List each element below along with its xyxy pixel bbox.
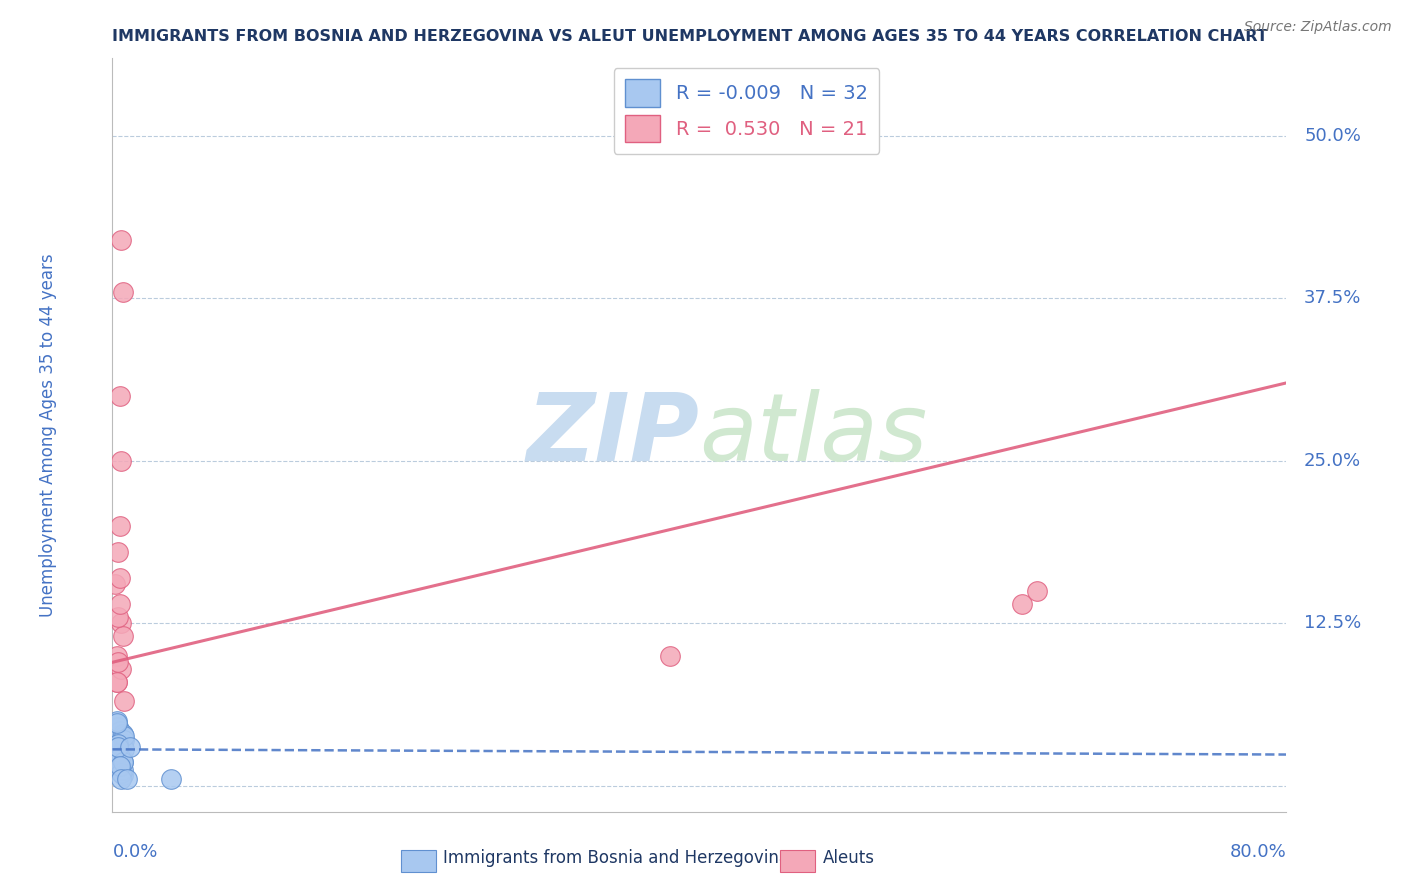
Point xyxy=(105,674,128,689)
Legend: R = -0.009   N = 32, R =  0.530   N = 21: R = -0.009 N = 32, R = 0.530 N = 21 xyxy=(613,68,879,153)
Point xyxy=(111,768,134,782)
Point xyxy=(105,737,128,751)
Point xyxy=(110,662,132,676)
Text: 80.0%: 80.0% xyxy=(1230,843,1286,861)
Point xyxy=(108,597,131,611)
Point xyxy=(107,609,129,624)
Point xyxy=(108,733,131,747)
Point xyxy=(1026,583,1049,598)
Point xyxy=(659,648,682,663)
Text: Aleuts: Aleuts xyxy=(823,849,875,867)
Point xyxy=(110,759,132,773)
Point xyxy=(110,233,132,247)
Point xyxy=(107,737,129,751)
Point xyxy=(111,629,134,643)
Point xyxy=(108,759,131,773)
Point xyxy=(107,545,129,559)
Point xyxy=(111,727,134,741)
Point xyxy=(112,694,135,708)
Text: 25.0%: 25.0% xyxy=(1305,452,1361,470)
Text: 0.0%: 0.0% xyxy=(112,843,157,861)
Text: 50.0%: 50.0% xyxy=(1305,127,1361,145)
Point xyxy=(107,720,129,734)
Point xyxy=(112,730,135,744)
Point xyxy=(111,285,134,299)
Point xyxy=(111,756,134,770)
Text: 12.5%: 12.5% xyxy=(1305,615,1361,632)
Point xyxy=(112,742,135,756)
Point xyxy=(105,648,128,663)
Point xyxy=(160,772,183,787)
Point xyxy=(110,616,132,631)
Point xyxy=(104,577,127,591)
Point xyxy=(108,739,131,754)
Point xyxy=(105,674,128,689)
Point xyxy=(111,763,134,777)
Point xyxy=(107,739,129,754)
Point xyxy=(112,733,135,747)
Point xyxy=(105,714,128,728)
Text: IMMIGRANTS FROM BOSNIA AND HERZEGOVINA VS ALEUT UNEMPLOYMENT AMONG AGES 35 TO 44: IMMIGRANTS FROM BOSNIA AND HERZEGOVINA V… xyxy=(112,29,1268,45)
Point xyxy=(110,765,132,780)
Point xyxy=(1011,597,1033,611)
Point xyxy=(108,518,131,533)
Text: Source: ZipAtlas.com: Source: ZipAtlas.com xyxy=(1244,20,1392,34)
Point xyxy=(104,739,127,754)
Point xyxy=(110,765,132,780)
Point xyxy=(108,571,131,585)
Point xyxy=(107,742,129,756)
Point xyxy=(105,730,128,744)
Point xyxy=(108,389,131,403)
Point xyxy=(108,750,131,764)
Point xyxy=(110,454,132,468)
Point xyxy=(107,655,129,669)
Text: Immigrants from Bosnia and Herzegovina: Immigrants from Bosnia and Herzegovina xyxy=(443,849,789,867)
Point xyxy=(110,772,132,787)
Point xyxy=(115,772,138,787)
Text: ZIP: ZIP xyxy=(527,389,700,481)
Text: Unemployment Among Ages 35 to 44 years: Unemployment Among Ages 35 to 44 years xyxy=(39,253,56,616)
Point xyxy=(108,724,131,739)
Point xyxy=(105,716,128,731)
Point xyxy=(110,750,132,764)
Point xyxy=(108,753,131,767)
Point xyxy=(111,756,134,770)
Text: atlas: atlas xyxy=(700,389,928,481)
Point xyxy=(120,739,142,754)
Text: 37.5%: 37.5% xyxy=(1305,289,1361,308)
Point xyxy=(110,746,132,760)
